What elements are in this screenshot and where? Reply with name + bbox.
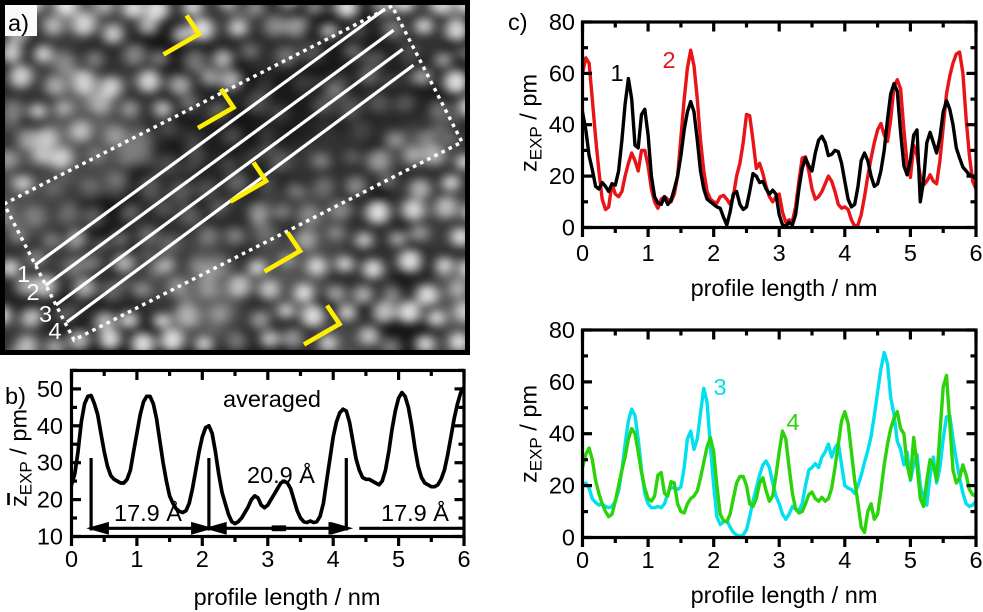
svg-text:b): b) (5, 383, 26, 409)
svg-text:0: 0 (562, 215, 575, 241)
svg-text:2: 2 (662, 47, 675, 73)
svg-text:3: 3 (713, 374, 726, 400)
svg-text:1: 1 (17, 261, 30, 287)
svg-text:40: 40 (549, 112, 575, 138)
svg-text:profile length / nm: profile length / nm (194, 584, 381, 610)
svg-text:1: 1 (610, 60, 623, 86)
svg-text:20: 20 (549, 473, 575, 499)
svg-text:3: 3 (773, 240, 786, 266)
svg-text:10: 10 (37, 524, 63, 550)
svg-text:6: 6 (969, 240, 982, 266)
svg-text:0: 0 (65, 546, 78, 572)
svg-text:17.9 Å: 17.9 Å (114, 499, 182, 526)
svg-text:4: 4 (48, 318, 61, 344)
svg-text:4: 4 (786, 409, 799, 435)
svg-text:4: 4 (838, 240, 851, 266)
svg-text:40: 40 (549, 421, 575, 447)
svg-text:zEXP / pm: zEXP / pm (6, 409, 36, 507)
svg-text:6: 6 (457, 546, 470, 572)
svg-text:1: 1 (642, 547, 655, 573)
svg-text:profile length / nm: profile length / nm (691, 275, 878, 301)
svg-text:0: 0 (562, 525, 575, 551)
svg-text:4: 4 (838, 547, 851, 573)
svg-text:5: 5 (392, 546, 405, 572)
svg-text:c): c) (508, 9, 528, 35)
svg-text:50: 50 (37, 376, 63, 402)
svg-text:3: 3 (39, 301, 52, 327)
svg-text:a): a) (8, 10, 29, 36)
svg-text:5: 5 (904, 547, 917, 573)
svg-text:0: 0 (576, 240, 589, 266)
svg-text:17.9 Å: 17.9 Å (381, 499, 449, 526)
svg-text:40: 40 (37, 413, 63, 439)
svg-text:1: 1 (642, 240, 655, 266)
svg-text:averaged: averaged (223, 386, 321, 412)
svg-text:4: 4 (327, 546, 340, 572)
svg-text:2: 2 (27, 279, 40, 305)
svg-text:3: 3 (261, 546, 274, 572)
svg-text:1: 1 (130, 546, 143, 572)
svg-text:30: 30 (37, 450, 63, 476)
svg-text:5: 5 (904, 240, 917, 266)
svg-text:20: 20 (37, 487, 63, 513)
svg-text:profile length / nm: profile length / nm (691, 582, 878, 608)
svg-text:2: 2 (707, 547, 720, 573)
svg-text:0: 0 (576, 547, 589, 573)
svg-text:2: 2 (707, 240, 720, 266)
svg-text:3: 3 (773, 547, 786, 573)
svg-text:zEXP / pm: zEXP / pm (516, 385, 546, 483)
svg-text:zEXP / pm: zEXP / pm (516, 74, 546, 172)
svg-text:60: 60 (549, 369, 575, 395)
svg-text:80: 80 (549, 317, 575, 343)
svg-text:20.9 Å: 20.9 Å (247, 461, 315, 488)
svg-text:80: 80 (549, 9, 575, 35)
svg-text:2: 2 (196, 546, 209, 572)
svg-text:6: 6 (969, 547, 982, 573)
svg-text:20: 20 (549, 163, 575, 189)
svg-text:60: 60 (549, 60, 575, 86)
